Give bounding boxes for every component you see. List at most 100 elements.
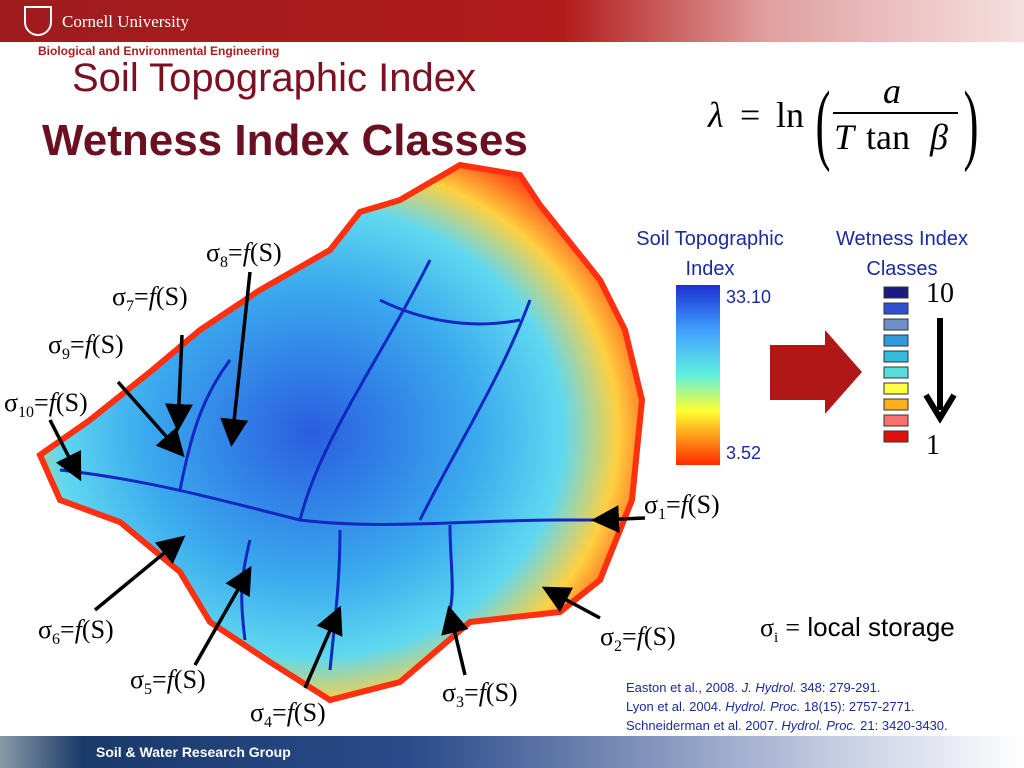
- storage-symbol: σ: [760, 613, 775, 642]
- reference: Lyon et al. 2004. Hydrol. Proc. 18(15): …: [626, 697, 948, 716]
- sigma-sub: 6: [52, 631, 61, 649]
- paren-right: ): [963, 74, 979, 173]
- footer-text: Soil & Water Research Group: [96, 744, 291, 760]
- storage-eq: =: [785, 613, 801, 642]
- fraction-bar: [833, 112, 958, 114]
- department: Biological and Environmental Engineering: [38, 44, 280, 58]
- formula-lambda: λ: [708, 95, 724, 135]
- storage-sub: i: [774, 630, 779, 647]
- class-box: [883, 302, 909, 315]
- sigma-arg: (S): [643, 622, 676, 651]
- sigma-label: σ6=f(S): [38, 615, 114, 649]
- sigma-arg: (S): [155, 282, 188, 311]
- sigma-fn: f: [286, 698, 294, 727]
- class-top: 10: [926, 278, 954, 309]
- sigma-arg: (S): [55, 388, 88, 417]
- formula-tan: tan: [866, 117, 910, 157]
- sigma-symbol: σ: [644, 490, 659, 519]
- sigma-arg: (S): [485, 678, 518, 707]
- sigma-fn: f: [148, 282, 156, 311]
- sigma-fn: f: [74, 615, 82, 644]
- class-box: [883, 430, 909, 443]
- sigma-arg: (S): [687, 490, 720, 519]
- sigma-label: σ2=f(S): [600, 622, 676, 656]
- sigma-sub: 8: [220, 254, 229, 272]
- references: Easton et al., 2008. J. Hydrol. 348: 279…: [626, 678, 948, 735]
- sigma-symbol: σ: [600, 622, 615, 651]
- ref-details: 348: 279-291.: [800, 680, 881, 695]
- sigma-eq: =: [228, 238, 243, 267]
- sigma-sub: 4: [264, 714, 273, 732]
- sigma-arg: (S): [81, 615, 114, 644]
- sigma-label: σ4=f(S): [250, 698, 326, 732]
- formula-beta: β: [930, 117, 948, 157]
- sigma-eq: =: [60, 615, 75, 644]
- sigma-arg: (S): [249, 238, 282, 267]
- reference: Schneiderman et al. 2007. Hydrol. Proc. …: [626, 716, 948, 735]
- sigma-arg: (S): [173, 665, 206, 694]
- sigma-arg: (S): [91, 330, 124, 359]
- sigma-sub: 7: [126, 298, 135, 316]
- class-box: [883, 334, 909, 347]
- sigma-eq: =: [134, 282, 149, 311]
- sigma-symbol: σ: [4, 388, 19, 417]
- title-line2: Wetness Index Classes: [42, 116, 528, 165]
- sigma-symbol: σ: [130, 665, 145, 694]
- sigma-symbol: σ: [250, 698, 265, 727]
- sigma-symbol: σ: [38, 615, 53, 644]
- sigma-sub: 1: [658, 506, 667, 524]
- class-boxes: [883, 286, 909, 443]
- sti-title: Soil Topographic Index: [636, 228, 784, 280]
- sigma-sub: 10: [18, 404, 35, 422]
- sigma-eq: =: [272, 698, 287, 727]
- ref-details: 18(15): 2757-2771.: [804, 699, 915, 714]
- sigma-eq: =: [622, 622, 637, 651]
- formula-numerator: a: [883, 71, 901, 111]
- class-box: [883, 318, 909, 331]
- sigma-fn: f: [680, 490, 688, 519]
- reference: Easton et al., 2008. J. Hydrol. 348: 279…: [626, 678, 948, 697]
- big-arrow: [770, 330, 862, 414]
- sigma-sub: 9: [62, 346, 71, 364]
- ref-journal: J. Hydrol.: [741, 680, 797, 695]
- sigma-eq: =: [464, 678, 479, 707]
- class-box: [883, 398, 909, 411]
- sigma-label: σ1=f(S): [644, 490, 720, 524]
- class-bottom: 1: [926, 430, 940, 461]
- sigma-symbol: σ: [442, 678, 457, 707]
- sigma-fn: f: [242, 238, 250, 267]
- classes-title: Wetness Index Classes: [836, 228, 968, 280]
- class-box: [883, 350, 909, 363]
- sigma-label: σ7=f(S): [112, 282, 188, 316]
- sigma-symbol: σ: [112, 282, 127, 311]
- sigma-symbol: σ: [206, 238, 221, 267]
- sigma-fn: f: [636, 622, 644, 651]
- sigma-label: σ10=f(S): [4, 388, 88, 422]
- title-line1: Soil Topographic Index: [72, 56, 476, 100]
- sigma-sub: 2: [614, 638, 623, 656]
- formula-ln: ln: [776, 95, 805, 135]
- streams: [59, 259, 600, 671]
- sigma-symbol: σ: [48, 330, 63, 359]
- sti-min: 3.52: [726, 443, 762, 463]
- sigma-eq: =: [666, 490, 681, 519]
- sigma-fn: f: [166, 665, 174, 694]
- class-box: [883, 366, 909, 379]
- sigma-eq: =: [152, 665, 167, 694]
- sigma-fn: f: [478, 678, 486, 707]
- formula-T: T: [834, 117, 855, 157]
- class-box: [883, 414, 909, 427]
- ref-details: 21: 3420-3430.: [860, 718, 948, 733]
- sti-colorbar: [676, 285, 720, 465]
- sigma-label: σ9=f(S): [48, 330, 124, 364]
- sigma-eq: =: [34, 388, 49, 417]
- formula-eq: =: [740, 95, 761, 135]
- pointer-arrows: [48, 271, 646, 689]
- storage-note: σi = local storage: [760, 612, 955, 647]
- header-bar: [0, 0, 1024, 42]
- sigma-eq: =: [70, 330, 85, 359]
- paren-left: (: [815, 74, 831, 173]
- down-arrow-head: [923, 393, 957, 424]
